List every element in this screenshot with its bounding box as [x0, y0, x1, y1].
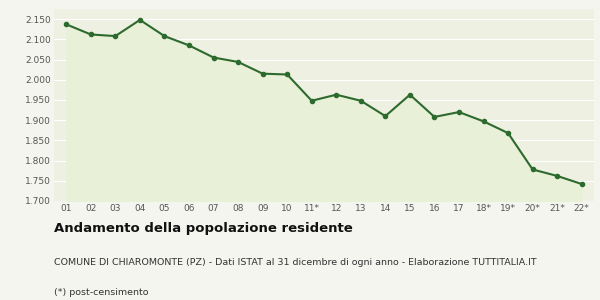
Text: COMUNE DI CHIAROMONTE (PZ) - Dati ISTAT al 31 dicembre di ogni anno - Elaborazio: COMUNE DI CHIAROMONTE (PZ) - Dati ISTAT …	[54, 258, 536, 267]
Text: Andamento della popolazione residente: Andamento della popolazione residente	[54, 222, 353, 235]
Text: (*) post-censimento: (*) post-censimento	[54, 288, 149, 297]
